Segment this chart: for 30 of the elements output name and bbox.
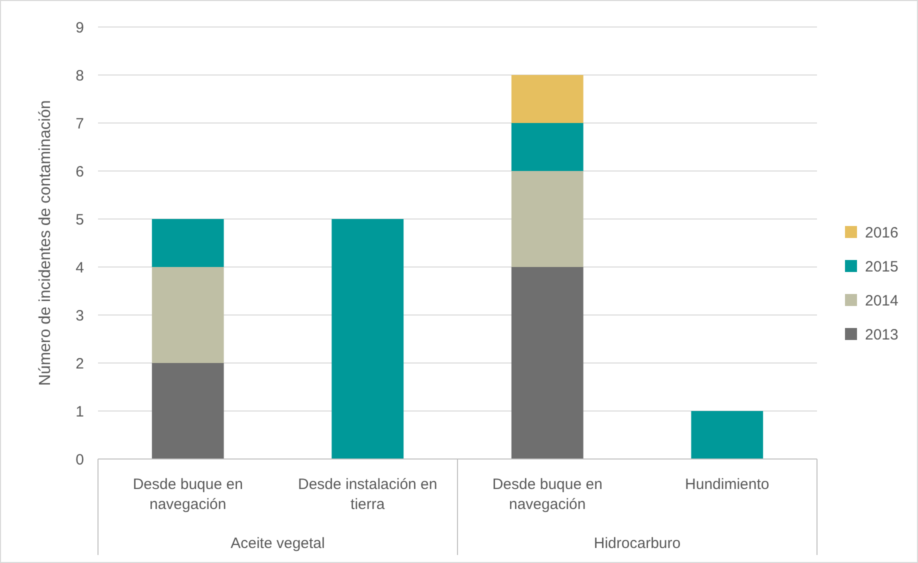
x-tick-label: Desde buque en navegación xyxy=(132,476,243,513)
y-tick-label: 3 xyxy=(76,307,84,324)
legend-label: 2015 xyxy=(865,258,898,276)
bar xyxy=(152,363,224,459)
legend-label: 2016 xyxy=(865,224,898,242)
x-tick-label: Desde instalación en tierra xyxy=(298,476,438,513)
x-tick-label: Desde buque en navegación xyxy=(492,476,602,513)
text: Aceite vegetal xyxy=(230,535,325,552)
bar xyxy=(511,171,584,267)
y-tick-label: 0 xyxy=(76,451,84,468)
y-tick-label: 1 xyxy=(76,403,84,420)
bar xyxy=(152,267,224,363)
y-tick-label: 5 xyxy=(76,211,84,228)
bar xyxy=(332,219,404,459)
legend-label: 2013 xyxy=(865,326,898,344)
text: Hidrocarburo xyxy=(594,535,681,552)
y-axis-title: Número de incidentes de contaminación xyxy=(37,100,54,386)
bar xyxy=(511,75,584,123)
y-tick-label: 2 xyxy=(76,355,84,372)
y-tick-label: 4 xyxy=(76,259,84,276)
x-tick-label: Hundimiento xyxy=(685,476,770,493)
bar xyxy=(511,267,584,459)
legend-label: 2014 xyxy=(865,292,898,310)
bar xyxy=(511,123,584,171)
bar xyxy=(152,219,224,267)
y-tick-label: 9 xyxy=(76,19,84,36)
y-tick-label: 6 xyxy=(76,163,84,180)
y-tick-label: 8 xyxy=(76,67,84,84)
bar xyxy=(691,411,764,459)
y-tick-label: 7 xyxy=(76,115,84,132)
